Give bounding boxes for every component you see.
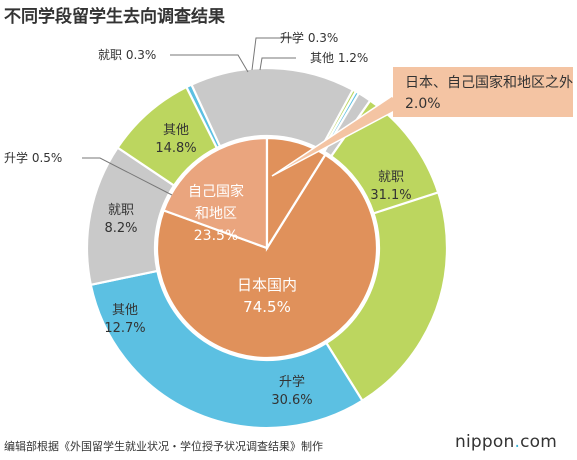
inner-pct-abroad: 23.5% — [194, 228, 238, 244]
inner-slice-abroad — [162, 136, 269, 250]
inner-slice-other-region — [265, 136, 327, 252]
outer-label-1: 升学 — [279, 374, 305, 390]
source-note: 编辑部根据《外国留学生就业状况・学位授予状况调查结果》制作 — [4, 440, 323, 453]
leader-6 — [170, 54, 249, 73]
inner-pie — [155, 136, 379, 360]
slice-labels: 日本国内 74.5% 自己国家和地区 23.5% 就职 31.1% 升学 30.6% 其他 12.… — [4, 30, 412, 408]
outer-pct-5: 14.8% — [155, 141, 196, 156]
inner-pct-domestic: 74.5% — [243, 298, 291, 316]
outer-pct-0: 31.1% — [370, 188, 411, 203]
outer-ring — [85, 66, 449, 430]
inner-label-abroad-line2: 和地区 — [195, 206, 237, 222]
inner-slice-domestic — [155, 153, 379, 360]
inner-label-domestic: 日本国内 — [237, 276, 297, 294]
outer-pct-1: 30.6% — [271, 393, 312, 408]
brand-logo[interactable]: nippon.com — [455, 432, 557, 452]
outer-label-3: 就职 — [108, 203, 134, 218]
leader-lines — [82, 37, 296, 196]
outer-pct-2: 12.7% — [104, 321, 145, 336]
inner-label-abroad-line1: 自己国家 — [188, 183, 244, 200]
leader-8 — [259, 57, 296, 71]
leader-4 — [82, 157, 173, 196]
outer-label-8: 其他 1.2% — [310, 51, 368, 65]
chart-title: 不同学段留学生去向调查结果 — [4, 7, 225, 27]
callout-label: 日本、自己国家和地区之外 — [405, 74, 573, 91]
outer-slice-1 — [89, 269, 364, 430]
callout: 日本、自己国家和地区之外 2.0% — [271, 67, 573, 177]
outer-label-7: 升学 0.3% — [280, 30, 338, 45]
leader-7 — [251, 37, 296, 71]
outer-label-2: 其他 — [112, 303, 138, 318]
outer-label-0: 就职 — [378, 170, 404, 185]
callout-pct: 2.0% — [405, 96, 441, 112]
outer-label-6: 就职 0.3% — [98, 48, 156, 62]
outer-label-4: 升学 0.5% — [4, 150, 62, 165]
callout-box — [393, 67, 573, 117]
outer-label-5: 其他 — [163, 123, 189, 138]
outer-pct-3: 8.2% — [104, 221, 137, 236]
